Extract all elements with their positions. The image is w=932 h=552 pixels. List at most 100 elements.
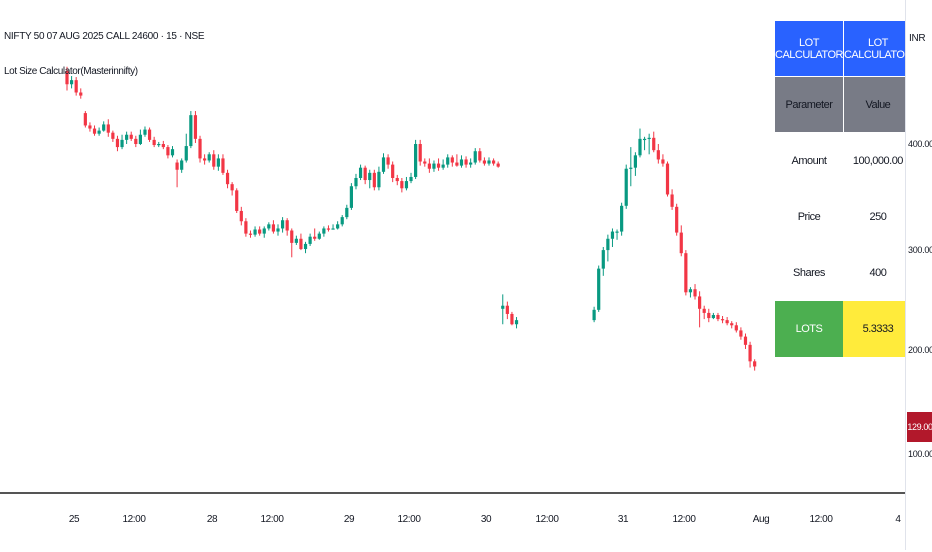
candle xyxy=(743,333,748,349)
candle xyxy=(711,312,715,320)
candle xyxy=(193,111,198,143)
candle-body xyxy=(184,146,188,161)
candle-body xyxy=(111,132,115,139)
calc-value-amount: 100,000.00 xyxy=(852,154,904,167)
candle xyxy=(354,173,358,190)
candle xyxy=(436,158,441,171)
candle-body xyxy=(358,167,363,178)
candle xyxy=(725,317,729,326)
candle xyxy=(147,127,152,142)
candle-body xyxy=(665,163,670,195)
candle xyxy=(391,161,395,183)
candle-body xyxy=(404,181,409,189)
candle xyxy=(606,234,610,262)
candle-body xyxy=(308,236,312,244)
candle-body xyxy=(473,151,477,163)
candle-body xyxy=(203,158,207,161)
calc-row-price: Price 250 xyxy=(775,189,913,245)
chart-area[interactable]: NIFTY 50 07 AUG 2025 CALL 24600 · 15 · N… xyxy=(0,0,913,492)
candle xyxy=(720,316,725,324)
candle-body xyxy=(276,228,280,232)
candle xyxy=(414,139,418,180)
candle xyxy=(409,172,413,184)
candle xyxy=(464,156,468,168)
candle-body xyxy=(610,231,615,239)
candle xyxy=(290,228,294,258)
candle-body xyxy=(720,319,725,321)
candle-body xyxy=(459,159,464,166)
candle xyxy=(501,294,505,325)
candle-body xyxy=(253,229,257,235)
candle xyxy=(152,136,156,148)
candle xyxy=(670,189,674,210)
candle xyxy=(675,203,679,236)
price-tick-200: 200.00 xyxy=(908,345,932,355)
calc-row-amount: Amount 100,000.00 xyxy=(775,133,913,189)
calc-param-shares: Shares xyxy=(793,266,825,279)
indicator-title[interactable]: Lot Size Calculator(Masterinnifty) xyxy=(4,66,138,77)
candle-body xyxy=(180,160,184,170)
candle xyxy=(478,148,482,163)
candle xyxy=(262,226,266,238)
candle xyxy=(739,327,743,340)
time-label-30-noon: 12:00 xyxy=(535,514,559,525)
candle-body xyxy=(129,134,133,139)
candle xyxy=(629,147,633,187)
candle-body xyxy=(464,159,468,165)
candle-body xyxy=(69,80,74,85)
candle xyxy=(716,312,720,322)
candle xyxy=(372,169,376,191)
calc-value-price: 250 xyxy=(869,210,887,223)
candle-body xyxy=(455,162,459,166)
candle xyxy=(69,76,74,89)
candle xyxy=(115,135,120,152)
candle-body xyxy=(235,190,239,211)
candle-body xyxy=(354,177,358,187)
candle xyxy=(381,153,386,174)
candle-body xyxy=(79,92,83,96)
candle xyxy=(487,157,491,166)
candle xyxy=(198,135,202,163)
time-axis[interactable]: 25 12:00 28 12:00 29 12:00 30 12:00 31 1… xyxy=(0,492,905,552)
candle-body xyxy=(280,220,285,229)
candle-body xyxy=(244,221,248,234)
candle-body xyxy=(707,312,711,319)
candle-body xyxy=(432,163,436,169)
candle xyxy=(427,158,431,173)
candle-body xyxy=(505,305,509,314)
candle xyxy=(166,145,170,159)
last-price-badge: 129.00 xyxy=(907,412,932,442)
candle xyxy=(395,174,399,186)
candle xyxy=(345,204,349,220)
calc-value-shares: 400 xyxy=(869,266,887,279)
candle xyxy=(175,159,179,188)
candle xyxy=(331,224,335,230)
price-tick-100: 100.00 xyxy=(908,449,932,459)
candle-body xyxy=(134,138,138,144)
candle xyxy=(189,111,193,149)
candle-body xyxy=(496,163,500,167)
candle-body xyxy=(345,207,349,218)
candle xyxy=(170,146,175,158)
candle-body xyxy=(661,159,665,164)
candle-body xyxy=(285,220,289,231)
candle xyxy=(505,301,509,320)
candle-body xyxy=(92,128,97,134)
candle xyxy=(125,131,129,144)
time-label-25-noon: 12:00 xyxy=(122,514,146,525)
candle xyxy=(656,144,660,164)
candle xyxy=(248,230,253,238)
candle-body xyxy=(74,80,78,93)
candle-body xyxy=(436,163,441,168)
candle xyxy=(239,206,243,226)
candle xyxy=(349,183,353,210)
candle-body xyxy=(170,149,175,156)
candle xyxy=(97,127,101,136)
candle xyxy=(285,218,289,236)
price-axis[interactable]: INR 400.00 300.00 200.00 100.00 129.00 xyxy=(905,0,932,550)
candle-body xyxy=(698,296,702,309)
candle xyxy=(299,233,303,251)
candle xyxy=(496,161,500,168)
candle xyxy=(88,122,92,132)
candle-body xyxy=(88,125,92,129)
